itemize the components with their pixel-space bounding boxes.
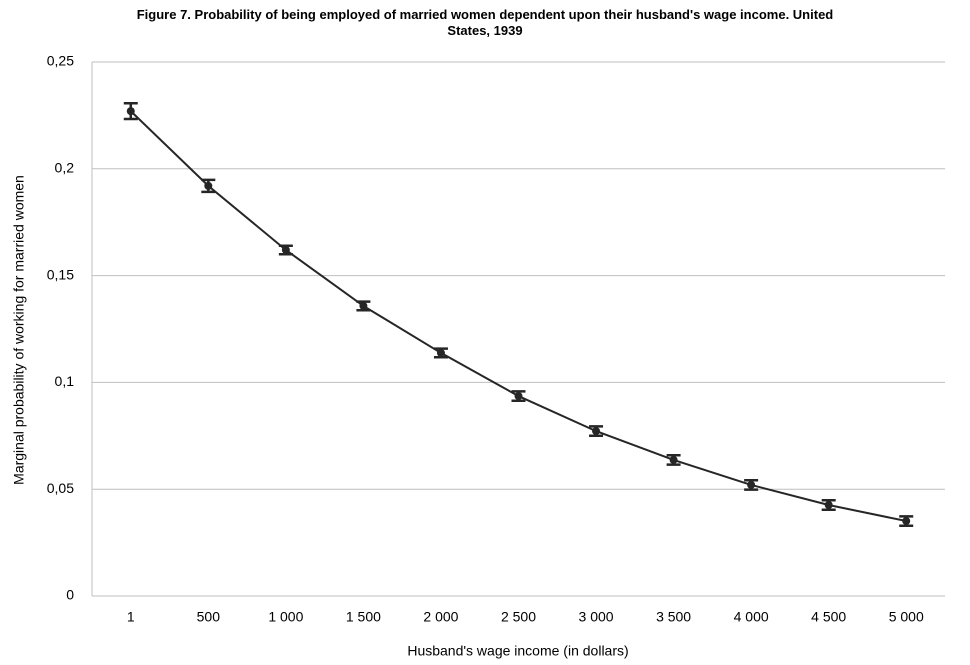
point <box>126 107 135 116</box>
x-tick-label: 3 000 <box>579 609 614 625</box>
chart-title: Figure 7. Probability of being employed … <box>136 7 834 38</box>
x-tick-label: 4 500 <box>811 609 846 625</box>
x-tick-label: 1 000 <box>268 609 303 625</box>
y-tick-label: 0,25 <box>47 53 74 69</box>
point <box>592 427 601 436</box>
x-axis-label: Husband's wage income (in dollars) <box>407 643 628 659</box>
y-tick-label: 0,2 <box>55 160 75 176</box>
y-tick-label: 0 <box>66 587 74 603</box>
y-tick-label: 0,15 <box>47 266 74 282</box>
x-tick-label: 1 500 <box>346 609 381 625</box>
point <box>902 517 911 526</box>
line <box>130 110 907 523</box>
x-tick-label: 2 500 <box>501 609 536 625</box>
point <box>514 392 523 401</box>
y-tick-label: 0,05 <box>47 480 74 496</box>
x-tick-label: 1 <box>127 609 135 625</box>
point <box>747 480 756 489</box>
point <box>824 501 833 510</box>
x-tick-label: 5 000 <box>889 609 924 625</box>
point <box>436 348 445 357</box>
point <box>359 301 368 310</box>
x-tick-label: 500 <box>197 609 221 625</box>
x-tick-label: 2 000 <box>423 609 458 625</box>
y-axis-label: Marginal probability of working for marr… <box>11 175 27 485</box>
point <box>669 455 678 464</box>
y-tick-label: 0,1 <box>55 373 75 389</box>
point <box>281 245 290 254</box>
x-tick-label: 3 500 <box>656 609 691 625</box>
x-tick-label: 4 000 <box>734 609 769 625</box>
point <box>204 181 213 190</box>
